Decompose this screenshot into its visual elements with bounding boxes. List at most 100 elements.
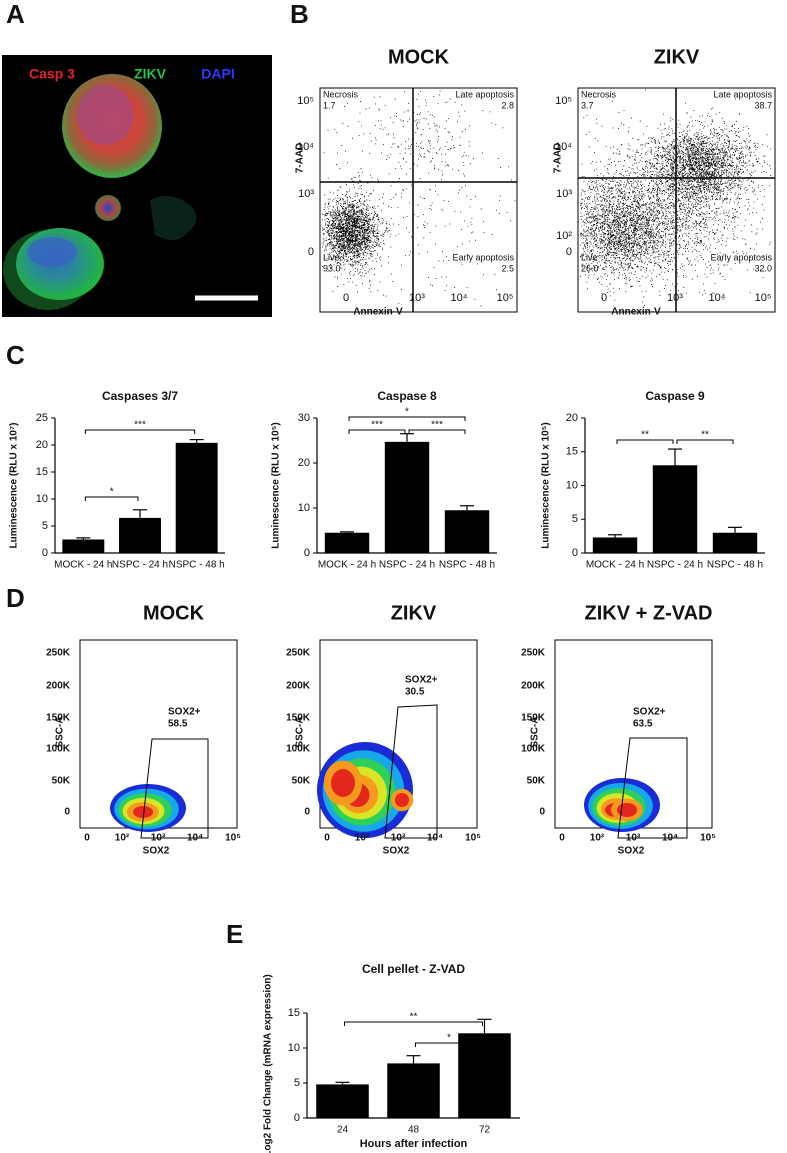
y-tick-label: 10: [566, 479, 578, 491]
x-tick-label: 10³: [391, 833, 406, 844]
x-axis-label: SOX2: [383, 846, 410, 857]
x-tick-label: NSPC - 48 h: [169, 560, 225, 571]
quadrant-name: Necrosis: [323, 89, 359, 99]
y-tick-label: 15: [566, 446, 578, 458]
y-tick-label: 10⁴: [297, 141, 314, 153]
significance-label: *: [447, 1033, 451, 1044]
bar: [316, 1084, 369, 1118]
y-tick-label: 10: [36, 493, 48, 505]
y-tick-label: 50K: [52, 776, 71, 787]
y-tick-label: 10⁵: [555, 95, 572, 107]
x-tick-label: 10⁴: [451, 292, 468, 304]
quadrant-name: Late apoptosis: [455, 89, 514, 99]
y-tick-label: 10: [298, 502, 310, 514]
x-tick-label: 0: [84, 833, 90, 844]
x-axis-label: SOX2: [143, 846, 170, 857]
y-tick-label: 200K: [286, 681, 311, 692]
y-tick-label: 250K: [46, 648, 71, 659]
chart-title: Caspase 9: [645, 389, 705, 403]
quadrant-name: Early apoptosis: [710, 252, 772, 262]
bar: [62, 539, 105, 553]
density-core: [133, 806, 153, 818]
gate: [140, 738, 209, 839]
stain-label: ZIKV: [134, 66, 167, 82]
y-tick-label: 25: [36, 412, 48, 424]
bar: [444, 510, 490, 553]
significance-bracket: [344, 1021, 483, 1026]
bar: [384, 441, 430, 553]
y-tick-label: 20: [36, 439, 48, 451]
y-tick-label: 10³: [298, 188, 314, 200]
x-tick-label: MOCK - 24 h: [54, 560, 112, 571]
gate-name: SOX2+: [168, 707, 201, 718]
y-tick-label: 200K: [46, 681, 71, 692]
y-tick-label: 0: [308, 246, 314, 258]
significance-label: *: [405, 407, 409, 418]
density-core: [331, 769, 355, 797]
y-tick-label: 10: [288, 1042, 300, 1054]
plot-title: ZIKV + Z-VAD: [585, 602, 713, 624]
significance-label: **: [701, 430, 709, 441]
x-tick-label: 10²: [355, 833, 370, 844]
y-axis-label: SSC-A: [295, 716, 306, 747]
chart-title: Caspases 3/7: [102, 389, 178, 403]
significance-label: **: [410, 1012, 418, 1023]
y-axis-label: 7-AAD: [553, 143, 564, 174]
quadrant-value: 26.0: [581, 263, 599, 273]
y-tick-label: 5: [572, 513, 578, 525]
gate-percent: 63.5: [633, 719, 653, 730]
quadrant-value: 1.7: [323, 100, 336, 110]
x-tick-label: 0: [324, 833, 330, 844]
bar: [387, 1063, 440, 1118]
y-tick-label: 50K: [527, 776, 546, 787]
x-axis-label: Annexin-V: [611, 307, 661, 318]
x-tick-label: 10⁴: [662, 833, 678, 844]
quadrant-value: 32.0: [754, 263, 772, 273]
y-tick-label: 0: [42, 547, 48, 559]
y-tick-label: 0: [304, 807, 310, 818]
event-dots: [322, 90, 516, 307]
x-tick-label: NSPC - 24 h: [379, 560, 435, 571]
y-tick-label: 0: [304, 547, 310, 559]
y-axis-label: Luminescence (RLU x 10⁵): [541, 422, 552, 548]
significance-bracket: [616, 439, 674, 444]
bar: [712, 532, 758, 553]
x-tick-label: 72: [479, 1125, 491, 1136]
y-tick-label: 150K: [286, 713, 311, 724]
x-tick-label: 10⁴: [187, 833, 203, 844]
bar: [324, 532, 370, 553]
x-tick-label: 10³: [667, 292, 683, 304]
significance-label: ***: [134, 420, 146, 431]
plot-title: ZIKV: [654, 46, 700, 68]
density-core: [395, 793, 409, 807]
y-tick-label: 10³: [556, 188, 572, 200]
y-tick-label: 15: [288, 1007, 300, 1019]
y-tick-label: 5: [294, 1077, 300, 1089]
y-axis-label: Luminescence (RLU x 10⁵): [271, 422, 282, 548]
gate: [384, 704, 438, 839]
y-axis-label: Luminescence (RLU x 10⁷): [9, 423, 20, 549]
significance-bracket: [676, 439, 734, 444]
stain-label: Casp 3: [29, 66, 75, 82]
x-tick-label: 10²: [115, 833, 130, 844]
x-axis-label: SOX2: [618, 846, 645, 857]
y-tick-label: 150K: [521, 713, 546, 724]
x-tick-label: 0: [343, 292, 349, 304]
plot-title: ZIKV: [391, 602, 437, 624]
y-tick-label: 0: [572, 547, 578, 559]
y-tick-label: 100K: [521, 744, 546, 755]
y-tick-label: 10⁴: [555, 141, 572, 153]
y-tick-label: 250K: [521, 648, 546, 659]
panel-label: D: [6, 583, 25, 613]
y-tick-label: 150K: [46, 713, 71, 724]
y-tick-label: 100K: [286, 744, 311, 755]
gate: [617, 737, 688, 839]
x-tick-label: 0: [559, 833, 565, 844]
quadrant-value: 38.7: [754, 100, 772, 110]
quadrant-name: Live: [581, 252, 598, 262]
bar: [652, 465, 698, 553]
chart-title: Cell pellet - Z-VAD: [362, 962, 465, 976]
quadrant-name: Live: [323, 252, 340, 262]
quadrant-value: 2.5: [501, 263, 514, 273]
x-tick-label: 10⁵: [497, 292, 514, 304]
